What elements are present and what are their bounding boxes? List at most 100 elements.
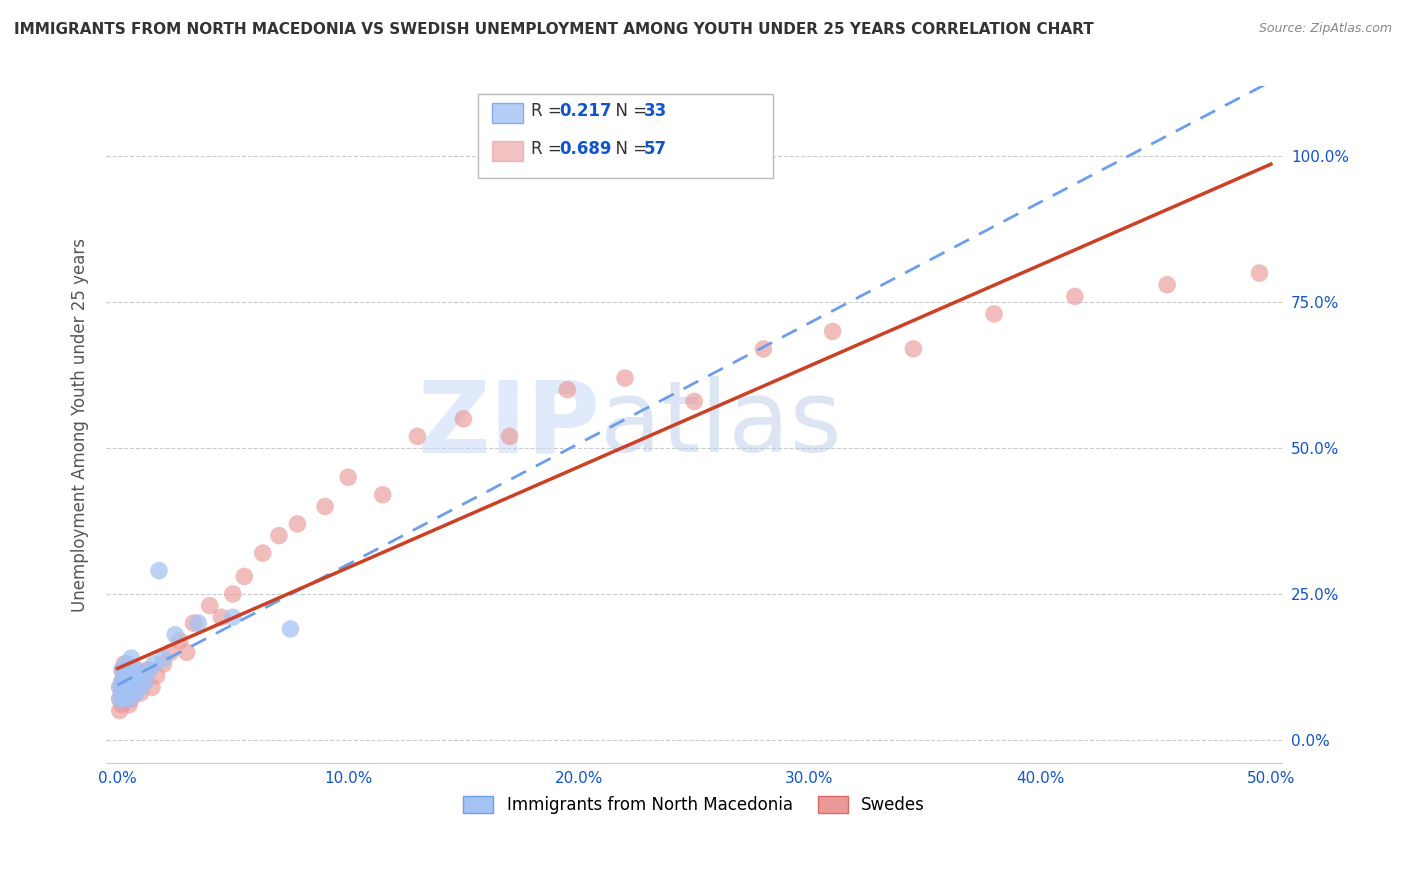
Text: 57: 57 — [644, 140, 666, 158]
Point — [143, 657, 166, 671]
Point — [614, 371, 637, 385]
Point — [209, 610, 232, 624]
Point — [371, 488, 394, 502]
Point — [122, 668, 145, 682]
Point — [406, 429, 429, 443]
Text: N =: N = — [605, 103, 652, 120]
Point — [118, 698, 141, 712]
Point — [122, 674, 145, 689]
Point — [122, 686, 145, 700]
Point — [127, 674, 149, 689]
Point — [115, 674, 138, 689]
Point — [118, 680, 141, 694]
Point — [125, 663, 148, 677]
Legend: Immigrants from North Macedonia, Swedes: Immigrants from North Macedonia, Swedes — [456, 788, 934, 822]
Point — [1249, 266, 1271, 280]
Point — [453, 412, 475, 426]
Point — [118, 663, 141, 677]
Text: 0.217: 0.217 — [560, 103, 612, 120]
Point — [222, 587, 245, 601]
Text: Source: ZipAtlas.com: Source: ZipAtlas.com — [1258, 22, 1392, 36]
Point — [125, 663, 148, 677]
Point — [821, 325, 844, 339]
Point — [112, 668, 135, 682]
Point — [108, 692, 131, 706]
Point — [112, 668, 135, 682]
Point — [112, 680, 135, 694]
Point — [555, 383, 578, 397]
Point — [118, 663, 141, 677]
Point — [108, 692, 131, 706]
Point — [111, 663, 134, 677]
Point — [120, 651, 142, 665]
Point — [111, 674, 134, 689]
Point — [187, 616, 209, 631]
Point — [118, 680, 141, 694]
Text: ZIP: ZIP — [418, 376, 600, 474]
Text: R =: R = — [531, 103, 568, 120]
Text: 0.689: 0.689 — [560, 140, 612, 158]
Point — [752, 342, 775, 356]
Point — [111, 674, 134, 689]
Point — [314, 500, 336, 514]
Text: IMMIGRANTS FROM NORTH MACEDONIA VS SWEDISH UNEMPLOYMENT AMONG YOUTH UNDER 25 YEA: IMMIGRANTS FROM NORTH MACEDONIA VS SWEDI… — [14, 22, 1094, 37]
Point — [127, 674, 149, 689]
Point — [267, 528, 290, 542]
Text: 33: 33 — [644, 103, 668, 120]
Point — [280, 622, 302, 636]
Point — [1156, 277, 1178, 292]
Point — [498, 429, 520, 443]
Point — [159, 645, 181, 659]
Point — [132, 668, 155, 682]
Point — [111, 698, 134, 712]
Point — [112, 657, 135, 671]
Point — [120, 668, 142, 682]
Text: atlas: atlas — [600, 376, 842, 474]
Point — [115, 657, 138, 671]
Point — [176, 645, 198, 659]
Point — [112, 692, 135, 706]
Point — [125, 686, 148, 700]
Point — [165, 628, 187, 642]
Point — [252, 546, 274, 560]
Point — [152, 651, 174, 665]
Point — [120, 674, 142, 689]
Point — [198, 599, 221, 613]
Point — [222, 610, 245, 624]
Point — [111, 663, 134, 677]
Text: N =: N = — [605, 140, 652, 158]
Point — [120, 686, 142, 700]
Point — [129, 686, 152, 700]
Point — [108, 680, 131, 694]
Point — [683, 394, 706, 409]
Point — [287, 516, 309, 531]
Point — [134, 674, 156, 689]
Y-axis label: Unemployment Among Youth under 25 years: Unemployment Among Youth under 25 years — [72, 238, 89, 612]
Point — [337, 470, 360, 484]
Point — [108, 680, 131, 694]
Point — [111, 686, 134, 700]
Point — [112, 692, 135, 706]
Point — [1063, 289, 1085, 303]
Point — [983, 307, 1005, 321]
Point — [122, 680, 145, 694]
Point — [903, 342, 925, 356]
Point — [115, 674, 138, 689]
Point — [145, 668, 167, 682]
Point — [120, 692, 142, 706]
Point — [139, 663, 162, 677]
Point — [141, 680, 163, 694]
Point — [132, 668, 155, 682]
Point — [115, 686, 138, 700]
Text: R =: R = — [531, 140, 568, 158]
Point — [112, 680, 135, 694]
Point — [111, 686, 134, 700]
Point — [136, 663, 159, 677]
Point — [148, 564, 170, 578]
Point — [115, 686, 138, 700]
Point — [169, 633, 191, 648]
Point — [118, 692, 141, 706]
Point — [233, 569, 256, 583]
Point — [134, 674, 156, 689]
Point — [152, 657, 174, 671]
